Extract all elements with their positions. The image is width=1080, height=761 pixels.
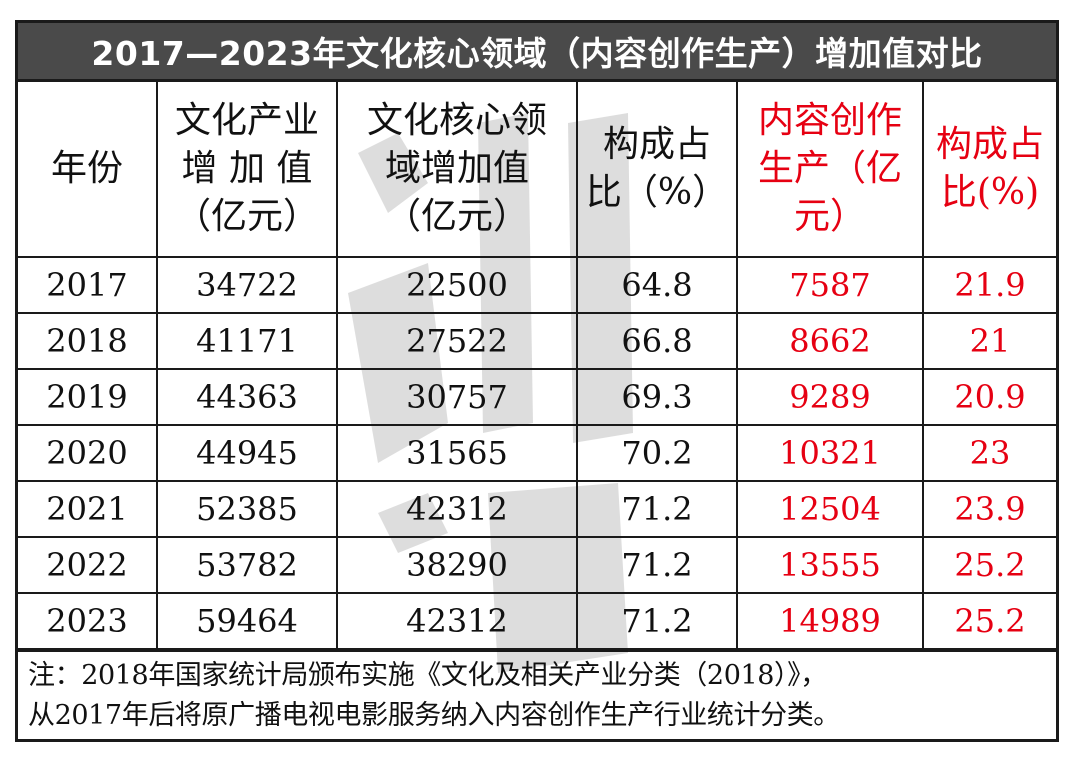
cell-content-value: 13555 <box>736 536 924 594</box>
header-content-share: 构成占比(%) <box>922 82 1056 258</box>
footnote-line-2: 从2017年后将原广播电视电影服务纳入内容创作生产行业统计分类。 <box>28 700 840 731</box>
cell-industry-value: 44363 <box>156 368 338 426</box>
cell-core-share: 69.3 <box>576 368 738 426</box>
cell-core-value: 38290 <box>336 536 578 594</box>
table-row: 2018 41171 27522 66.8 8662 21 <box>18 312 1056 370</box>
header-core-share: 构成占比（%） <box>576 82 738 258</box>
cell-industry-value: 53782 <box>156 536 338 594</box>
header-core-value: 文化核心领域增加值 （亿元） <box>336 82 578 258</box>
header-core-value-line: （亿元） <box>384 196 529 237</box>
header-content-share-line: 比(%) <box>940 172 1040 213</box>
footnote-line-1: 注：2018年国家统计局颁布实施《文化及相关产业分类（2018）》， <box>28 660 827 691</box>
cell-year: 2021 <box>18 480 158 538</box>
table-row: 2022 53782 38290 71.2 13555 25.2 <box>18 536 1056 594</box>
header-year: 年份 <box>18 82 158 258</box>
cell-content-value: 12504 <box>736 480 924 538</box>
header-core-value-line: 文化核心领 <box>366 100 547 141</box>
cell-core-share: 71.2 <box>576 592 738 650</box>
cell-content-share: 23 <box>922 424 1056 482</box>
table-title: 2017—2023年文化核心领域（内容创作生产）增加值对比 <box>18 23 1056 82</box>
cell-core-share: 64.8 <box>576 256 738 314</box>
cell-industry-value: 34722 <box>156 256 338 314</box>
table-row: 2017 34722 22500 64.8 7587 21.9 <box>18 256 1056 314</box>
header-industry-value-line: 增 加 值 <box>181 148 313 189</box>
header-core-value-line: 域增加值 <box>384 148 529 189</box>
table-row: 2023 59464 42312 71.2 14989 25.2 <box>18 592 1056 650</box>
cell-year: 2018 <box>18 312 158 370</box>
cell-core-value: 27522 <box>336 312 578 370</box>
data-table: 年份 文化产业增 加 值（亿元） 文化核心领 域增加值 （亿元） 构成占 比（%） 内容创作生… <box>18 82 1056 650</box>
cell-content-share: 21 <box>922 312 1056 370</box>
cell-content-value: 7587 <box>736 256 924 314</box>
cell-industry-value: 59464 <box>156 592 338 650</box>
cell-year: 2020 <box>18 424 158 482</box>
cell-content-share: 23.9 <box>922 480 1056 538</box>
header-content-share-line: 构成占 <box>935 124 1044 165</box>
cell-core-share: 70.2 <box>576 424 738 482</box>
header-content-value-line: 元） <box>793 196 866 237</box>
cell-core-share: 66.8 <box>576 312 738 370</box>
header-industry-value: 文化产业增 加 值 （亿元） <box>156 82 338 258</box>
cell-core-value: 30757 <box>336 368 578 426</box>
cell-content-value: 8662 <box>736 312 924 370</box>
table-row: 2019 44363 30757 69.3 9289 20.9 <box>18 368 1056 426</box>
cell-year: 2017 <box>18 256 158 314</box>
header-content-value-line: 生产（亿 <box>757 148 902 189</box>
header-core-share-line: 构成占 <box>602 124 711 165</box>
cell-core-value: 31565 <box>336 424 578 482</box>
cell-core-value: 22500 <box>336 256 578 314</box>
cell-content-value: 9289 <box>736 368 924 426</box>
stats-table-frame: 2017—2023年文化核心领域（内容创作生产）增加值对比 年份 文化产业增 加 … <box>15 20 1059 742</box>
cell-content-value: 14989 <box>736 592 924 650</box>
cell-core-share: 71.2 <box>576 536 738 594</box>
cell-core-value: 42312 <box>336 592 578 650</box>
cell-industry-value: 52385 <box>156 480 338 538</box>
cell-content-share: 25.2 <box>922 592 1056 650</box>
header-core-share-line: 比（%） <box>585 172 729 213</box>
footnote: 注：2018年国家统计局颁布实施《文化及相关产业分类（2018）》， 从2017… <box>18 650 1056 736</box>
cell-core-value: 42312 <box>336 480 578 538</box>
table-body: 2017 34722 22500 64.8 7587 21.9 2018 41171 27522… <box>18 256 1056 650</box>
cell-industry-value: 44945 <box>156 424 338 482</box>
cell-year: 2022 <box>18 536 158 594</box>
header-industry-value-line: （亿元） <box>174 196 319 237</box>
cell-content-share: 20.9 <box>922 368 1056 426</box>
cell-core-share: 71.2 <box>576 480 738 538</box>
header-content-value-line: 内容创作 <box>757 100 902 141</box>
table-row: 2020 44945 31565 70.2 10321 23 <box>18 424 1056 482</box>
table-row: 2021 52385 42312 71.2 12504 23.9 <box>18 480 1056 538</box>
cell-industry-value: 41171 <box>156 312 338 370</box>
header-industry-value-line: 文化产业 <box>174 100 319 141</box>
header-row: 年份 文化产业增 加 值（亿元） 文化核心领 域增加值 （亿元） 构成占 比（%） 内容创作生… <box>18 82 1056 258</box>
cell-year: 2023 <box>18 592 158 650</box>
cell-content-value: 10321 <box>736 424 924 482</box>
cell-content-share: 25.2 <box>922 536 1056 594</box>
header-content-value: 内容创作生产（亿元） <box>736 82 924 258</box>
cell-content-share: 21.9 <box>922 256 1056 314</box>
cell-year: 2019 <box>18 368 158 426</box>
header-year-line: 年份 <box>50 148 123 189</box>
